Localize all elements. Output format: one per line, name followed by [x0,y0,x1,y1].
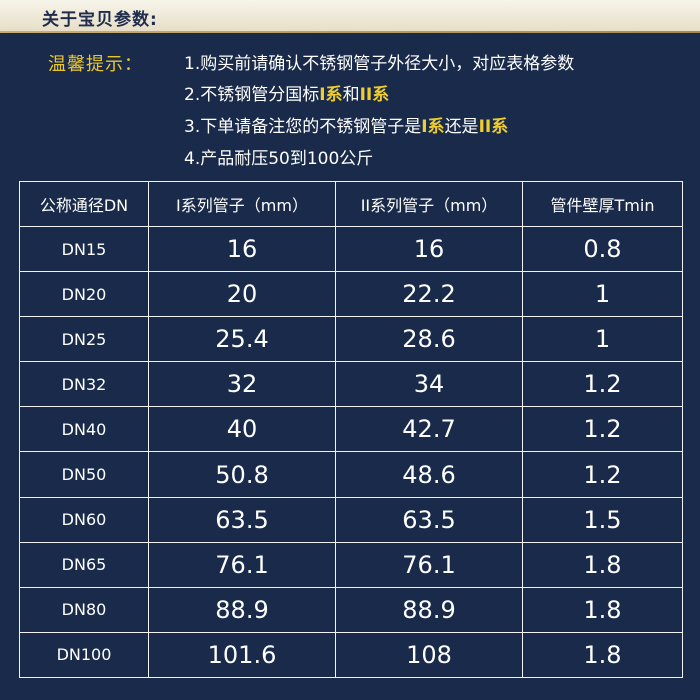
cell-series-2: 63.5 [335,496,523,543]
tip-line-3-text: 3.下单请备注您的不锈钢管子是 [184,117,422,137]
cell-series-1: 20 [148,271,336,318]
tip-line-4-text: 4.产品耐压50到100公斤 [184,149,374,169]
cell-dn: DN32 [19,361,149,408]
cell-dn: DN15 [19,225,149,273]
cell-dn: DN80 [19,586,149,633]
table-row: DN100 101.6 108 1.8 [19,631,683,679]
cell-thickness: 1.8 [522,631,683,679]
table-row: DN40 40 42.7 1.2 [19,406,683,453]
tip-line-3: 3.下单请备注您的不锈钢管子是I系还是II系 [184,112,508,137]
tip-line-3-highlight-2: II系 [478,117,509,137]
tip-line-1: 1.购买前请确认不锈钢管子外径大小，对应表格参数 [184,49,574,74]
cell-series-1: 25.4 [148,316,336,363]
header-series-2: II系列管子（mm） [335,181,523,227]
cell-series-2: 48.6 [335,451,523,498]
tip-line-2-highlight-1: I系 [319,85,343,105]
header-nominal-dn: 公称通径DN [19,181,149,227]
table-header-row: 公称通径DN I系列管子（mm） II系列管子（mm） 管件壁厚Tmin [19,181,683,227]
table-row: DN65 76.1 76.1 1.8 [19,541,683,588]
table-row: DN60 63.5 63.5 1.5 [19,496,683,543]
cell-series-1: 76.1 [148,541,336,588]
cell-dn: DN25 [19,316,149,363]
cell-dn: DN40 [19,406,149,453]
cell-dn: DN65 [19,541,149,588]
cell-series-1: 32 [148,361,336,408]
cell-series-1: 40 [148,406,336,453]
cell-series-2: 28.6 [335,316,523,363]
cell-thickness: 1 [522,316,683,363]
cell-series-1: 50.8 [148,451,336,498]
cell-series-2: 88.9 [335,586,523,633]
cell-thickness: 1.2 [522,361,683,408]
cell-thickness: 1.8 [522,586,683,633]
tips-label: 温馨提示： [48,54,143,75]
cell-dn: DN100 [19,631,149,679]
section-title: 关于宝贝参数: [42,10,158,30]
table-row: DN25 25.4 28.6 1 [19,316,683,363]
cell-series-2: 76.1 [335,541,523,588]
cell-thickness: 1 [522,271,683,318]
cell-dn: DN50 [19,451,149,498]
cell-series-2: 16 [335,225,523,273]
cell-dn: DN60 [19,496,149,543]
tip-line-4: 4.产品耐压50到100公斤 [184,144,373,169]
tip-line-2-mid: 和 [342,85,360,105]
cell-thickness: 0.8 [522,225,683,273]
header-series-1: I系列管子（mm） [148,181,336,227]
cell-series-1: 63.5 [148,496,336,543]
cell-dn: DN20 [19,271,149,318]
parameter-table: 公称通径DN I系列管子（mm） II系列管子（mm） 管件壁厚Tmin DN1… [19,181,683,679]
tip-line-2-highlight-2: II系 [359,85,390,105]
table-row: DN50 50.8 48.6 1.2 [19,451,683,498]
cell-series-2: 42.7 [335,406,523,453]
tip-line-3-highlight-1: I系 [421,117,445,137]
tip-line-3-mid: 还是 [444,117,479,137]
cell-thickness: 1.8 [522,541,683,588]
tip-line-2-text: 2.不锈钢管分国标 [184,85,320,105]
cell-series-2: 22.2 [335,271,523,318]
table-row: DN80 88.9 88.9 1.8 [19,586,683,633]
cell-series-1: 88.9 [148,586,336,633]
header-wall-thickness: 管件壁厚Tmin [522,181,683,227]
cell-thickness: 1.5 [522,496,683,543]
tip-line-1-text: 1.购买前请确认不锈钢管子外径大小，对应表格参数 [184,54,575,74]
cell-thickness: 1.2 [522,451,683,498]
table-row: DN20 20 22.2 1 [19,271,683,318]
cell-series-1: 101.6 [148,631,336,679]
cell-series-1: 16 [148,225,336,273]
table-row: DN15 16 16 0.8 [19,225,683,273]
cell-thickness: 1.2 [522,406,683,453]
cell-series-2: 34 [335,361,523,408]
tip-line-2: 2.不锈钢管分国标I系和II系 [184,80,389,105]
header-bar: 关于宝贝参数: [0,0,700,33]
header-divider [0,31,700,33]
cell-series-2: 108 [335,631,523,679]
table-row: DN32 32 34 1.2 [19,361,683,408]
